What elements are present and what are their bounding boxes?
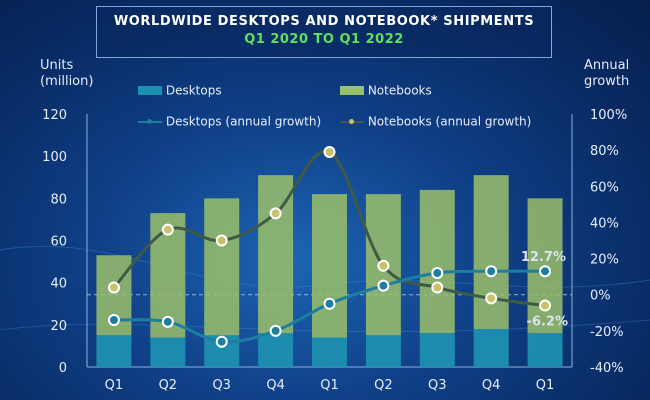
bar-notebooks [204,198,240,336]
chart-title: WORLDWIDE DESKTOPS AND NOTEBOOK* SHIPMEN… [113,14,535,29]
bar-notebooks [312,194,347,338]
point-notebooks-growth [377,259,390,272]
bar-desktops [527,333,563,367]
point-desktops-growth [539,265,552,278]
right-tick-label: -40% [590,361,624,376]
right-tick-label: 80% [590,144,619,159]
point-desktops-growth [161,315,174,328]
legend-label-desktops-growth: Desktops (annual growth) [165,114,322,129]
point-desktops-growth [485,265,498,278]
x-tick-label: Q1 [105,378,124,393]
point-notebooks-growth [539,299,552,312]
point-notebooks-growth [485,292,498,305]
point-desktops-growth [107,314,120,327]
annotation-notebooks-growth: -6.2% [527,315,568,330]
bar-desktops [96,335,132,367]
legend-label-desktops: Desktops [165,83,222,98]
x-tick-label: Q3 [428,378,447,393]
point-desktops-growth [269,324,282,337]
x-tick-label: Q1 [536,378,555,393]
bar-notebooks [473,175,509,330]
bar-desktops [312,337,347,367]
x-tick-label: Q3 [212,378,231,393]
right-tick-label: 60% [590,180,619,195]
left-tick-label: 20 [50,319,67,334]
right-axis-title: Annual growth [584,58,629,90]
point-notebooks-growth [323,145,336,158]
point-notebooks-growth [215,234,228,247]
x-tick-label: Q1 [320,378,339,393]
right-tick-label: 0% [590,289,611,304]
point-notebooks-growth [107,281,120,294]
left-tick-label: 120 [42,108,67,123]
right-axis-title-line1: Annual [584,58,630,73]
left-axis-title-line1: Units [40,58,74,73]
right-tick-label: -20% [590,325,624,340]
point-notebooks-growth [431,281,444,294]
left-tick-label: 80 [50,192,67,207]
legend-notebooks-growth: Notebooks (annual growth) [340,114,531,129]
annotation-desktops-growth: 12.7% [521,250,566,265]
x-tick-label: Q2 [159,378,178,393]
bar-desktops [473,329,509,367]
bar-desktops [150,337,186,367]
left-tick-label: 60 [50,235,67,250]
left-tick-label: 0 [59,361,67,376]
left-tick-label: 100 [42,150,67,165]
legend-desktops: Desktops [138,83,222,98]
legend-swatch-desktops [138,86,162,95]
legend-line-notebooks-growth [340,118,364,124]
point-desktops-growth [377,279,390,292]
x-tick-label: Q4 [266,378,285,393]
right-tick-label: 20% [590,253,619,268]
chart-title-box: WORLDWIDE DESKTOPS AND NOTEBOOK* SHIPMEN… [96,6,552,58]
right-tick-label: 100% [590,108,627,123]
point-desktops-growth [431,267,444,280]
legend-notebooks: Notebooks [340,83,432,98]
bar-desktops [365,335,401,367]
bar-notebooks [419,189,455,334]
right-axis-title-line2: growth [584,74,630,89]
bg-circuit-line [0,319,650,333]
x-tick-label: Q2 [374,378,393,393]
point-notebooks-growth [269,207,282,220]
x-tick-label: Q4 [482,378,501,393]
right-tick-label: 40% [590,216,619,231]
left-axis-title: Units (million) [40,58,93,90]
bar-desktops [258,333,294,367]
left-axis-title-line2: (million) [40,74,94,89]
legend-label-notebooks: Notebooks [367,83,432,98]
legend-swatch-notebooks [340,86,364,95]
point-desktops-growth [215,335,228,348]
legend-desktops-growth: Desktops (annual growth) [138,114,321,129]
legend-label-notebooks-growth: Notebooks (annual growth) [367,114,532,129]
point-desktops-growth [323,297,336,310]
point-notebooks-growth [161,223,174,236]
chart-subtitle: Q1 2020 TO Q1 2022 [244,32,404,47]
legend-line-desktops-growth [138,118,162,124]
left-tick-label: 40 [50,277,67,292]
bar-desktops [419,333,455,367]
